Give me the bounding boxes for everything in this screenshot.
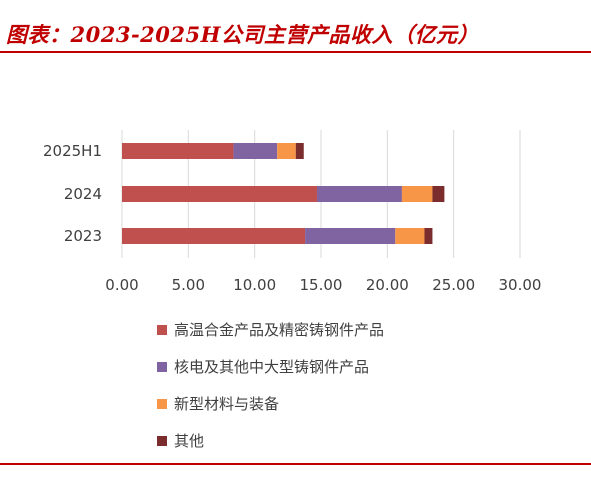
bar-segment [277,143,296,159]
category-label: 2025H1 [43,142,102,160]
category-label: 2023 [64,227,102,245]
bar-segment [424,228,433,244]
bar-segment [122,143,234,159]
bar-segment [122,228,306,244]
bar-segment [233,143,278,159]
x-tick-label: 15.00 [300,276,343,294]
legend-swatch [157,325,167,335]
title-divider [0,51,591,53]
x-tick-label: 25.00 [432,276,475,294]
legend-swatch [157,399,167,409]
x-tick-label: 30.00 [499,276,542,294]
x-tick-label: 0.00 [105,276,138,294]
x-tick-label: 10.00 [233,276,276,294]
bar-segment [122,186,318,202]
bar-segment [295,143,304,159]
bar-segment [305,228,396,244]
legend-label: 新型材料与装备 [174,395,279,413]
chart-title: 图表：2023-2025H公司主营产品收入（亿元） [6,22,479,47]
bar-segment [432,186,445,202]
legend-label: 核电及其他中大型铸钢件产品 [174,358,369,376]
x-tick-label: 20.00 [366,276,409,294]
legend-swatch [157,436,167,446]
bar-segment [317,186,402,202]
legend-label: 高温合金产品及精密铸钢件产品 [174,321,384,339]
bar-segment [395,228,425,244]
x-tick-label: 5.00 [172,276,205,294]
legend-swatch [157,362,167,372]
category-label: 2024 [64,185,102,203]
footer-divider [0,463,591,465]
bar-segment [401,186,433,202]
legend-label: 其他 [174,432,204,450]
